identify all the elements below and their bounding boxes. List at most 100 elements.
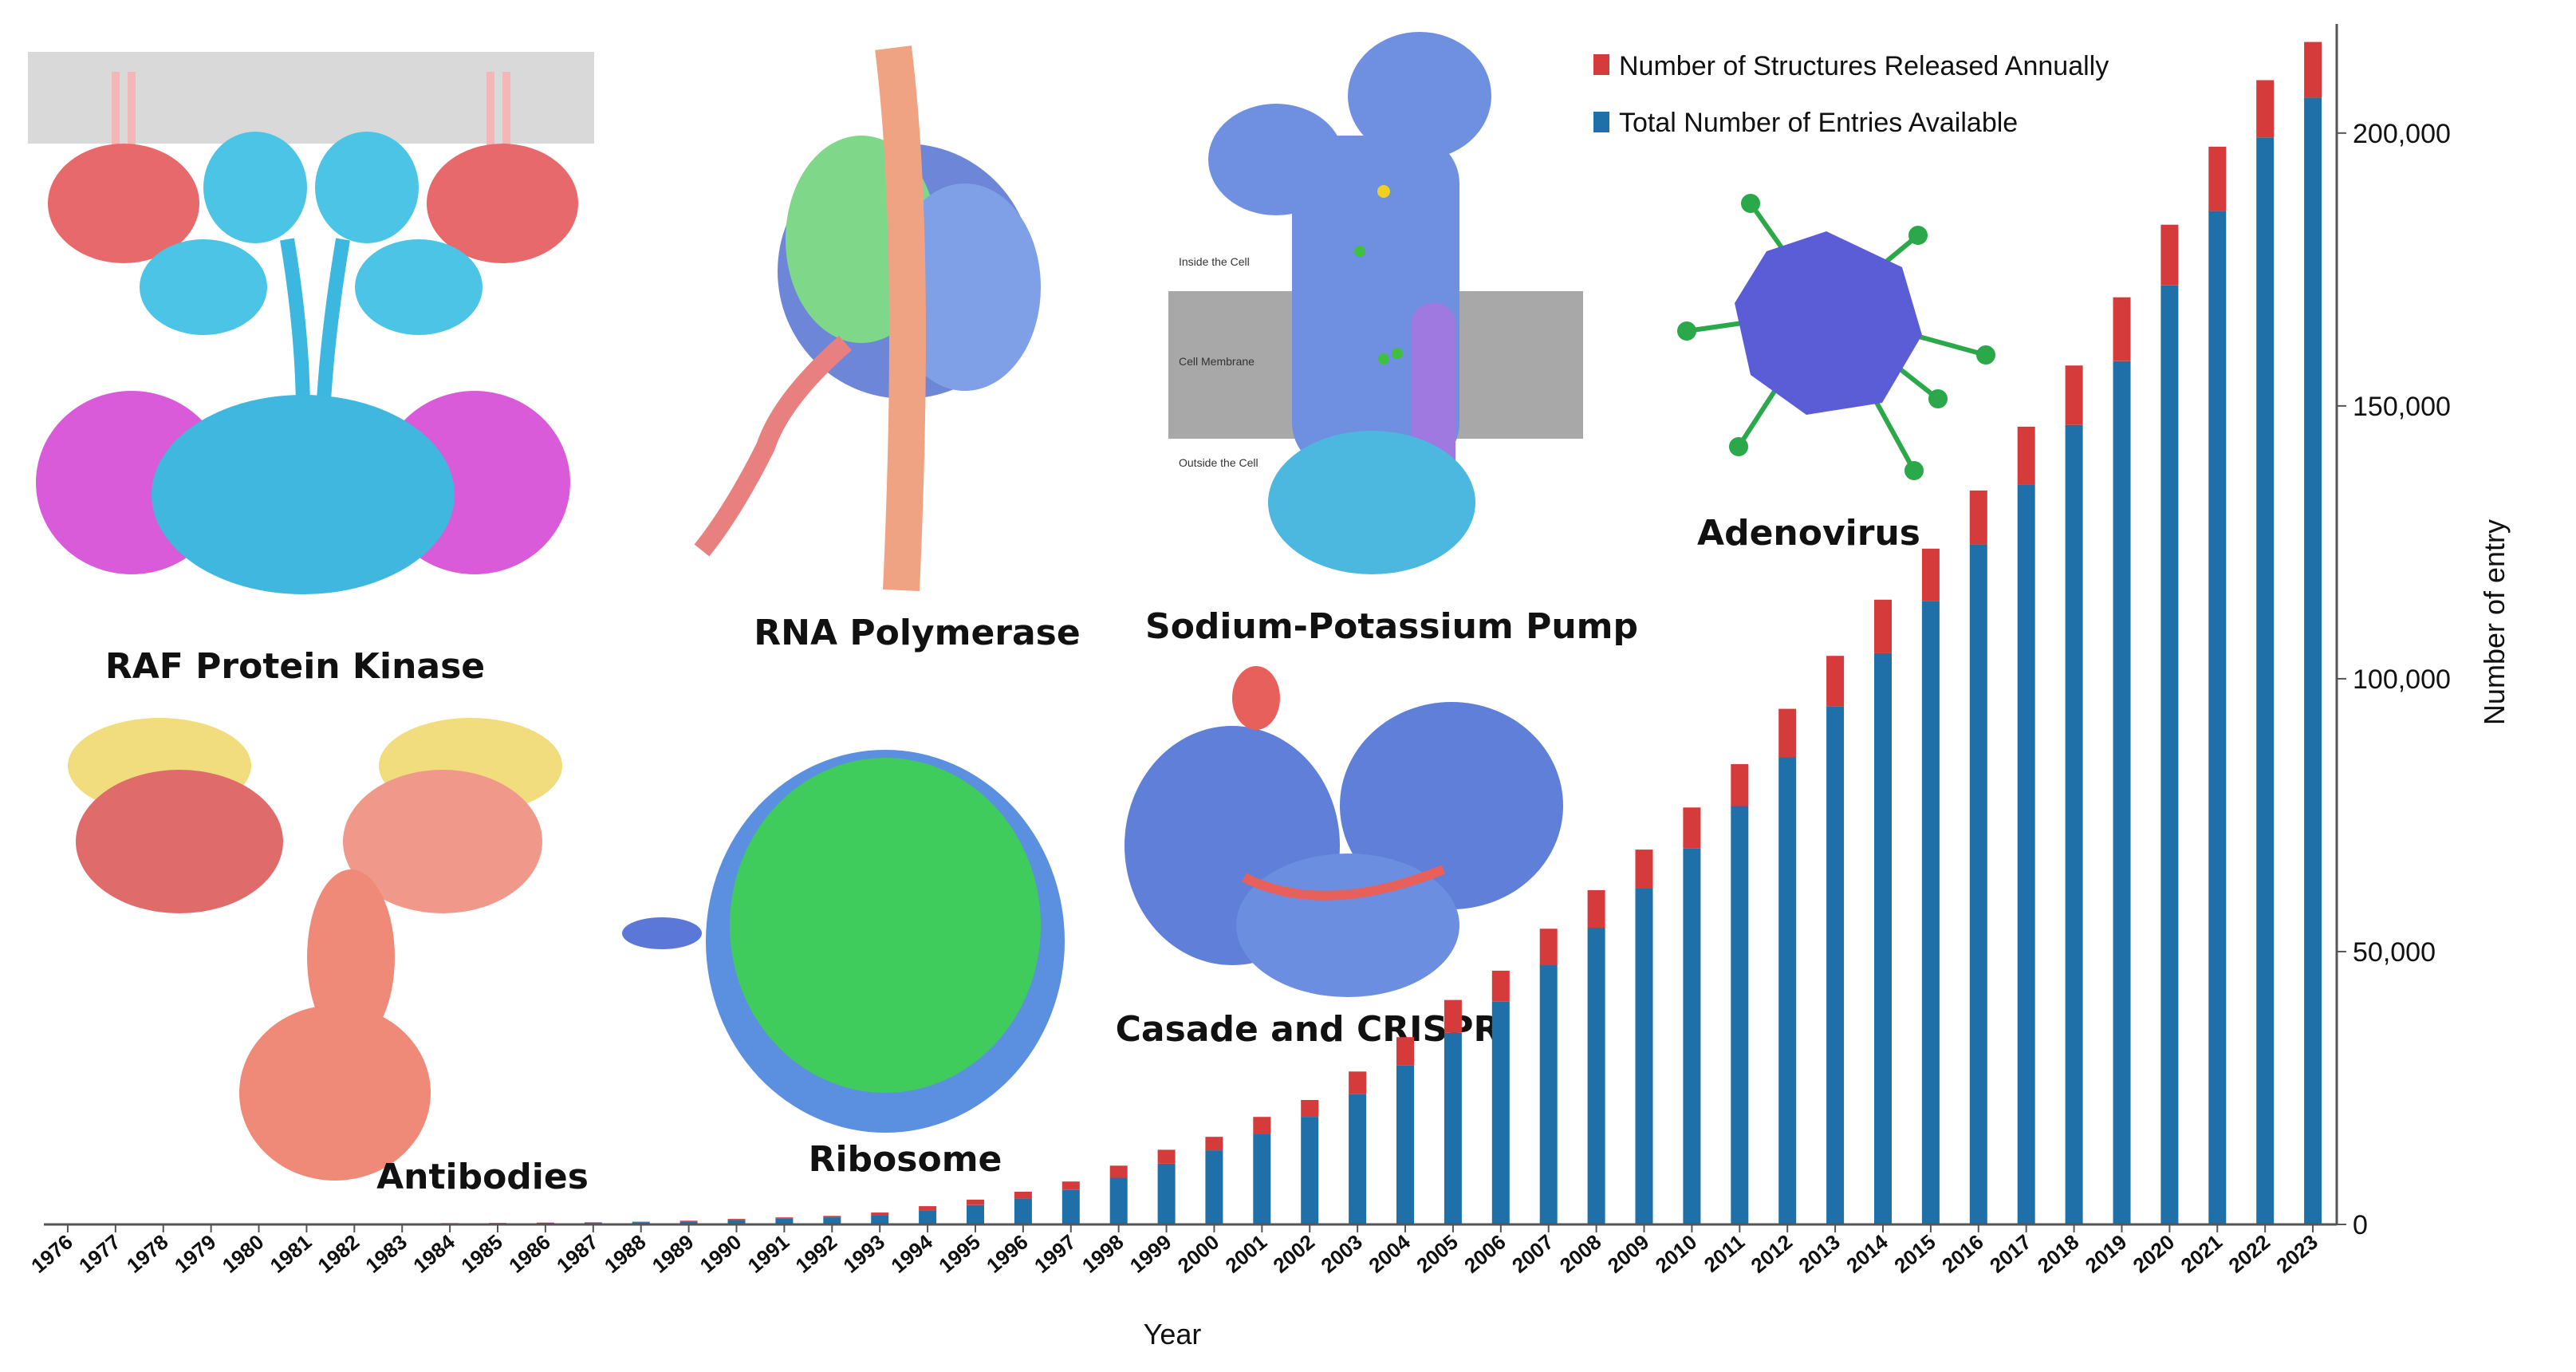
bar-total-2008 bbox=[1587, 928, 1605, 1224]
bar-total-1996 bbox=[1014, 1198, 1032, 1224]
bar-total-1992 bbox=[823, 1217, 841, 1224]
bar-annual-2004 bbox=[1396, 1037, 1414, 1066]
bar-annual-2009 bbox=[1635, 850, 1653, 889]
bar-annual-1995 bbox=[967, 1199, 984, 1205]
y-tick-label-0: 0 bbox=[2353, 1210, 2368, 1240]
x-tick-label-1995: 1995 bbox=[934, 1230, 985, 1278]
bar-annual-2018 bbox=[2065, 365, 2083, 425]
bar-total-2015 bbox=[1921, 601, 1940, 1224]
bar-annual-2016 bbox=[1969, 490, 1987, 545]
antibodies-illustration: Antibodies bbox=[68, 718, 589, 1197]
x-tick-label-1992: 1992 bbox=[791, 1230, 842, 1278]
bar-annual-2001 bbox=[1253, 1117, 1271, 1134]
bar-annual-2023 bbox=[2304, 41, 2322, 98]
x-tick-label-1984: 1984 bbox=[408, 1229, 459, 1278]
x-tick-label-1991: 1991 bbox=[743, 1230, 794, 1278]
y-tick-label-150000: 150,000 bbox=[2353, 392, 2451, 422]
bar-total-1997 bbox=[1062, 1189, 1080, 1224]
bar-annual-1989 bbox=[679, 1220, 698, 1222]
bar-annual-1990 bbox=[727, 1219, 746, 1220]
bar-annual-2008 bbox=[1587, 889, 1605, 928]
x-tick-label-1989: 1989 bbox=[648, 1230, 699, 1278]
sodium-potassium-pump-illustration: Inside the Cell Cell Membrane Outside th… bbox=[1145, 32, 1638, 647]
caption-raf: RAF Protein Kinase bbox=[105, 646, 485, 687]
x-tick-label-1979: 1979 bbox=[170, 1230, 221, 1278]
x-axis-label: Year bbox=[1144, 1318, 1202, 1350]
bar-total-2007 bbox=[1539, 965, 1558, 1224]
x-tick-label-1985: 1985 bbox=[456, 1230, 507, 1278]
bar-total-2005 bbox=[1444, 1032, 1462, 1224]
x-tick-label-2015: 2015 bbox=[1889, 1230, 1940, 1278]
bar-total-1995 bbox=[967, 1204, 984, 1224]
bar-annual-1996 bbox=[1014, 1192, 1032, 1199]
bar-total-2002 bbox=[1301, 1117, 1319, 1224]
bar-total-2003 bbox=[1349, 1094, 1367, 1224]
x-tick-label-1986: 1986 bbox=[504, 1230, 555, 1278]
bar-total-2004 bbox=[1396, 1066, 1414, 1224]
x-tick-label-1987: 1987 bbox=[552, 1230, 603, 1278]
y-tick-label-50000: 50,000 bbox=[2353, 937, 2436, 968]
x-tick-label-1978: 1978 bbox=[122, 1230, 173, 1278]
x-tick-label-1996: 1996 bbox=[982, 1230, 1033, 1278]
bar-annual-1991 bbox=[775, 1217, 794, 1219]
bar-total-2019 bbox=[2113, 361, 2131, 1224]
x-tick-label-1980: 1980 bbox=[218, 1230, 269, 1278]
raf-protein-kinase-illustration: RAF Protein Kinase bbox=[28, 52, 594, 687]
bar-total-2014 bbox=[1874, 652, 1892, 1224]
ribosome-illustration: Ribosome bbox=[622, 750, 1065, 1180]
legend: Number of Structures Released Annually T… bbox=[1593, 51, 2109, 138]
x-tick-label-1983: 1983 bbox=[360, 1230, 412, 1278]
bar-annual-2017 bbox=[2017, 426, 2035, 485]
legend-swatch-total-entries bbox=[1593, 112, 1609, 132]
adenovirus-illustration: Adenovirus bbox=[1677, 194, 1995, 554]
x-tick-label-2009: 2009 bbox=[1603, 1230, 1654, 1278]
y-axis-ticks: 0 50,000 100,000 150,000 200,000 bbox=[2337, 119, 2451, 1240]
x-tick-label-2023: 2023 bbox=[2271, 1230, 2322, 1278]
x-tick-label-1997: 1997 bbox=[1030, 1230, 1081, 1278]
bar-annual-1997 bbox=[1062, 1181, 1080, 1190]
bar-annual-1999 bbox=[1157, 1149, 1176, 1164]
legend-label-released-annually: Number of Structures Released Annually bbox=[1619, 51, 2109, 81]
x-tick-label-2019: 2019 bbox=[2081, 1230, 2132, 1278]
x-tick-label-2018: 2018 bbox=[2033, 1230, 2084, 1278]
caption-sodium-potassium-pump: Sodium-Potassium Pump bbox=[1145, 606, 1638, 647]
x-tick-label-2001: 2001 bbox=[1221, 1230, 1272, 1278]
bar-annual-2010 bbox=[1683, 807, 1701, 849]
x-tick-label-1998: 1998 bbox=[1077, 1230, 1128, 1278]
bar-total-2011 bbox=[1731, 806, 1749, 1224]
x-tick-label-2004: 2004 bbox=[1364, 1229, 1415, 1278]
rna-polymerase-illustration: RNA Polymerase bbox=[694, 45, 1081, 653]
bar-annual-1992 bbox=[823, 1216, 841, 1218]
y-tick-label-100000: 100,000 bbox=[2353, 664, 2451, 695]
x-tick-label-2012: 2012 bbox=[1746, 1230, 1797, 1278]
bar-annual-2014 bbox=[1874, 599, 1892, 653]
caption-ribosome: Ribosome bbox=[809, 1139, 1002, 1180]
x-tick-label-1977: 1977 bbox=[74, 1230, 125, 1278]
legend-label-total-entries: Total Number of Entries Available bbox=[1619, 108, 2018, 138]
caption-antibodies: Antibodies bbox=[376, 1157, 589, 1197]
x-tick-label-1981: 1981 bbox=[266, 1230, 317, 1278]
bar-total-2006 bbox=[1491, 1001, 1510, 1224]
y-axis-label: Number of entry bbox=[2478, 519, 2511, 725]
bar-annual-2012 bbox=[1778, 708, 1797, 758]
x-tick-label-2016: 2016 bbox=[1937, 1230, 1988, 1278]
x-tick-label-2020: 2020 bbox=[2129, 1230, 2180, 1278]
x-tick-label-2000: 2000 bbox=[1173, 1230, 1224, 1278]
x-tick-label-1976: 1976 bbox=[26, 1230, 77, 1278]
x-tick-label-2021: 2021 bbox=[2176, 1230, 2227, 1278]
x-tick-label-1990: 1990 bbox=[695, 1230, 746, 1278]
bar-annual-2003 bbox=[1349, 1071, 1367, 1094]
bar-annual-2021 bbox=[2208, 146, 2227, 211]
x-tick-label-2008: 2008 bbox=[1555, 1230, 1606, 1278]
bar-annual-2022 bbox=[2256, 80, 2275, 138]
caption-casade-crispr: Casade and CRISPR bbox=[1116, 1009, 1501, 1050]
x-tick-label-2006: 2006 bbox=[1459, 1230, 1511, 1278]
bar-annual-2020 bbox=[2160, 224, 2179, 286]
casade-crispr-illustration: Casade and CRISPR bbox=[1116, 666, 1563, 1050]
x-tick-label-2005: 2005 bbox=[1412, 1230, 1463, 1278]
bar-annual-2005 bbox=[1444, 999, 1462, 1033]
x-tick-label-2017: 2017 bbox=[1985, 1230, 2036, 1278]
bar-annual-1993 bbox=[871, 1212, 889, 1216]
caption-rna-polymerase: RNA Polymerase bbox=[754, 613, 1080, 653]
bar-annual-1994 bbox=[919, 1206, 937, 1211]
